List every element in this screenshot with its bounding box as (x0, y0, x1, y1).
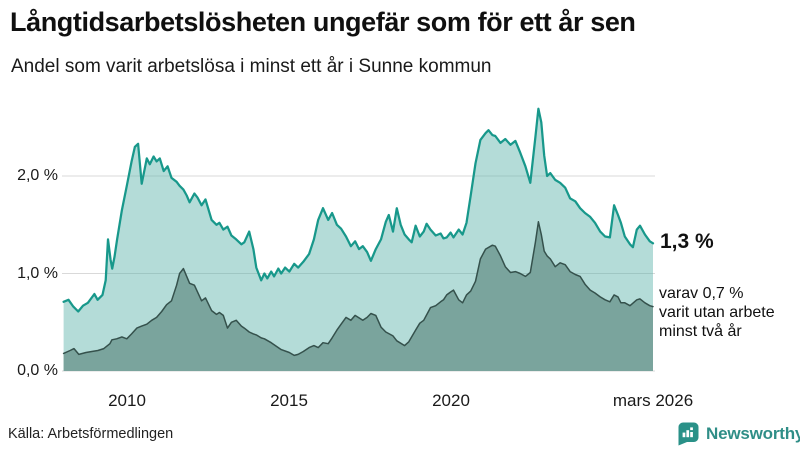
subset-annotation-line1: varav 0,7 % (659, 285, 744, 302)
series-line-total (62, 107, 655, 313)
series-area-two-years (63, 221, 654, 371)
x-tick-label: mars 2026 (612, 391, 694, 410)
subset-annotation-line2: varit utan arbete (659, 304, 775, 321)
subset-annotation: varav 0,7 % varit utan arbete minst två … (659, 284, 775, 341)
newsworthy-logo[interactable]: Newsworthy (676, 421, 800, 446)
source-credit: Källa: Arbetsförmedlingen (8, 426, 174, 442)
y-tick-label: 1,0 % (17, 264, 58, 282)
x-tick-label: 2010 (108, 391, 146, 410)
newsworthy-logo-icon (678, 422, 699, 446)
y-tick-label: 2,0 % (17, 167, 58, 184)
chart-subtitle: Andel som varit arbetslösa i minst ett å… (11, 56, 492, 77)
x-tick-label: 2020 (432, 391, 470, 410)
latest-value-label: 1,3 % (660, 230, 714, 253)
subset-annotation-line3: minst två år (659, 323, 742, 340)
y-tick-label: 0,0 % (17, 362, 58, 379)
newsworthy-logo-text: Newsworthy (706, 423, 800, 443)
page-title: Långtidsarbetslösheten ungefär som för e… (10, 7, 636, 37)
x-tick-label: 2015 (270, 391, 308, 410)
series-line-two-years (62, 221, 654, 357)
